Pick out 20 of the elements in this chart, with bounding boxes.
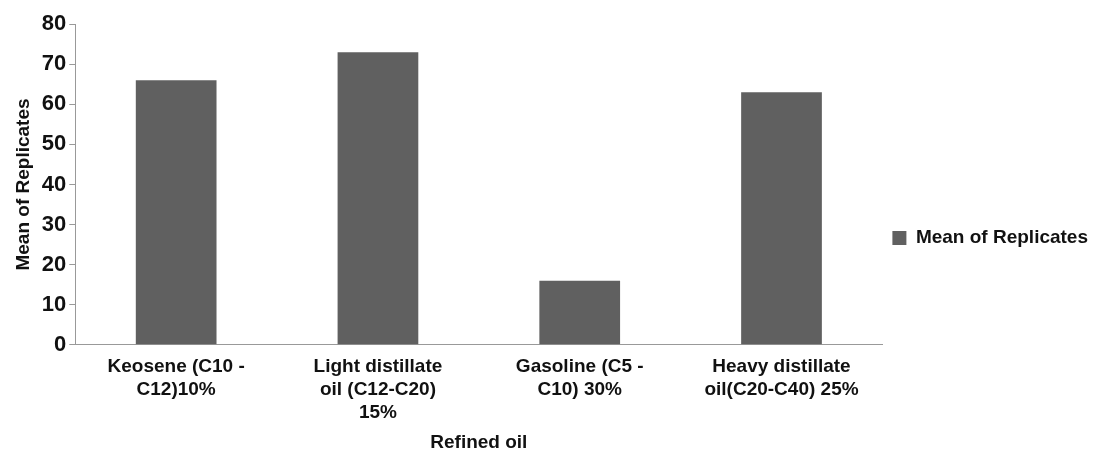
y-tick-label: 20 — [41, 250, 67, 276]
y-tick-label: 70 — [41, 50, 67, 76]
bar — [741, 92, 822, 345]
legend-label: Mean of Replicates — [915, 226, 1089, 248]
y-tick-label: 30 — [41, 210, 67, 236]
x-tick-label: Gasoline (C5 - C10) 30% — [515, 355, 644, 400]
y-tick-label: 0 — [54, 330, 67, 356]
y-tick-label: 50 — [41, 130, 67, 156]
bar — [539, 280, 621, 345]
y-tick-label: 40 — [41, 170, 67, 196]
bar — [337, 52, 419, 345]
y-tick-label: 80 — [41, 10, 67, 36]
y-axis-title: Mean of Replicates — [11, 98, 33, 271]
y-tick-label: 60 — [41, 90, 67, 116]
bar — [135, 80, 217, 345]
x-tick-label: Light distillate oil (C12-C20) 15% — [313, 355, 443, 423]
x-tick-label: Keosene (C10 - C12)10% — [107, 355, 245, 400]
y-tick-label: 10 — [41, 290, 67, 316]
x-tick-label: Heavy distillate oil(C20-C40) 25% — [704, 355, 859, 400]
x-axis-title: Refined oil — [430, 430, 528, 452]
